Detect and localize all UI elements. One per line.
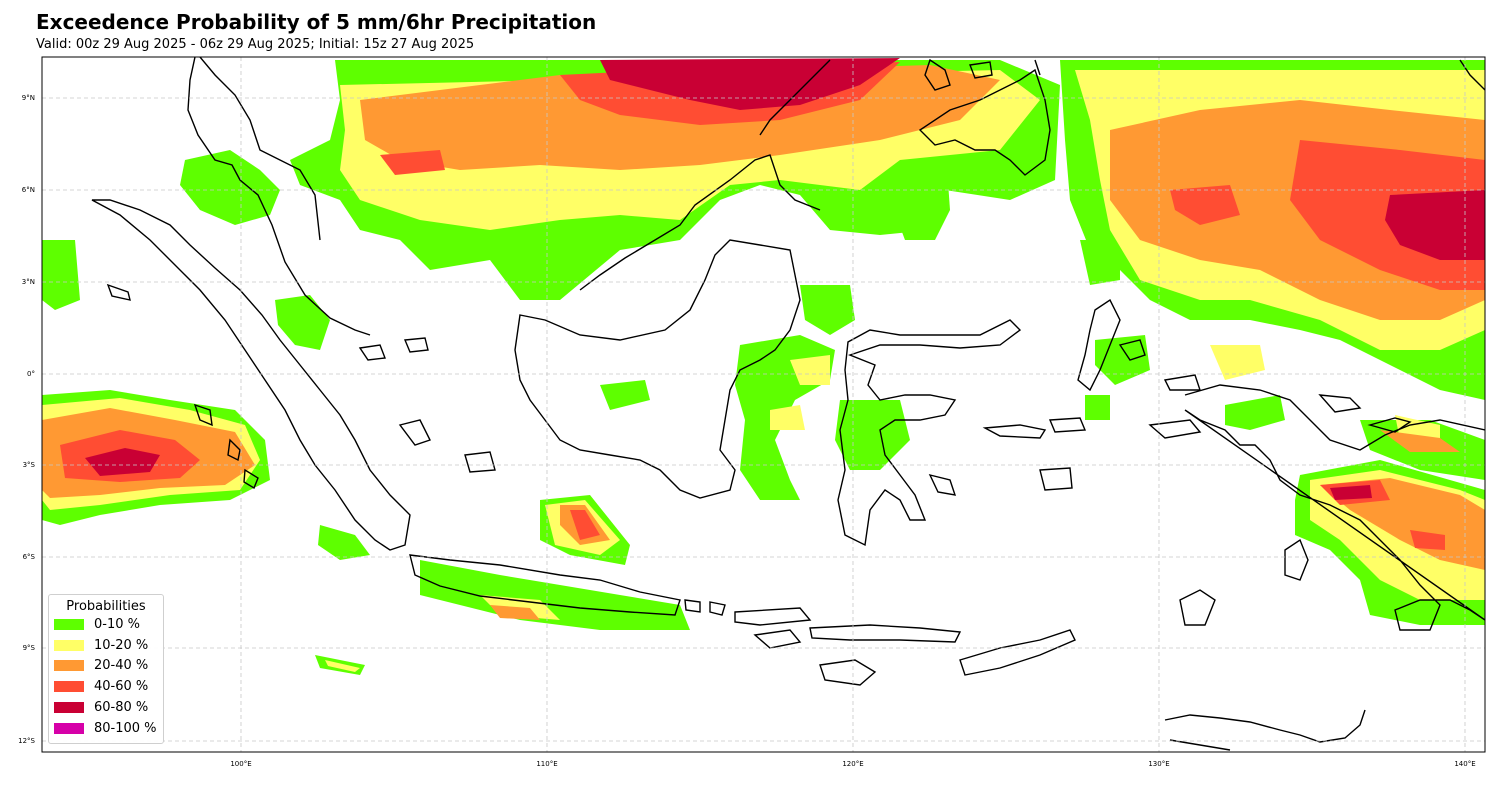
lat-tick: 0° — [27, 370, 35, 378]
legend-item: 40-60 % — [49, 676, 163, 697]
legend-label: 0-10 % — [94, 616, 140, 632]
legend-swatch — [54, 681, 84, 693]
lat-tick: 3°S — [23, 461, 36, 469]
coastlines — [91, 57, 1485, 751]
legend-item: 20-40 % — [49, 656, 163, 677]
legend-item: 0-10 % — [49, 614, 163, 635]
legend-label: 10-20 % — [94, 637, 149, 653]
legend-label: 60-80 % — [94, 700, 149, 716]
legend-swatch — [54, 722, 84, 734]
longitude-ticks: 100°E 110°E 120°E 130°E 140°E — [230, 760, 1475, 768]
legend-swatch — [54, 702, 84, 714]
latitude-ticks: 9°N 6°N 3°N 0° 3°S 6°S 9°S 12°S — [18, 94, 35, 745]
lat-tick: 6°S — [23, 553, 36, 561]
legend-swatch — [54, 618, 84, 630]
lat-tick: 9°N — [22, 94, 35, 102]
probability-area-60-80 — [85, 58, 1485, 500]
legend-item: 10-20 % — [49, 635, 163, 656]
lon-tick: 100°E — [230, 760, 251, 768]
lon-tick: 130°E — [1148, 760, 1169, 768]
lat-tick: 3°N — [22, 278, 35, 286]
lon-tick: 120°E — [842, 760, 863, 768]
legend-label: 40-60 % — [94, 679, 149, 695]
map-title: Exceedence Probability of 5 mm/6hr Preci… — [36, 10, 597, 34]
probability-legend: Probabilities 0-10 % 10-20 % 20-40 % 40-… — [48, 594, 164, 744]
lat-tick: 12°S — [18, 737, 35, 745]
lon-tick: 110°E — [536, 760, 557, 768]
legend-item: 60-80 % — [49, 697, 163, 718]
legend-swatch — [54, 660, 84, 672]
map-frame — [41, 56, 1486, 753]
lat-tick: 9°S — [23, 644, 36, 652]
legend-title: Probabilities — [66, 599, 146, 614]
legend-swatch — [54, 639, 84, 651]
graticule — [42, 57, 1485, 752]
precipitation-field — [42, 58, 1485, 675]
legend-item: 80-100 % — [49, 718, 163, 739]
legend-label: 80-100 % — [94, 720, 157, 736]
lon-tick: 140°E — [1454, 760, 1475, 768]
legend-label: 20-40 % — [94, 658, 149, 674]
lat-tick: 6°N — [22, 186, 35, 194]
map-subtitle: Valid: 00z 29 Aug 2025 - 06z 29 Aug 2025… — [36, 37, 475, 52]
